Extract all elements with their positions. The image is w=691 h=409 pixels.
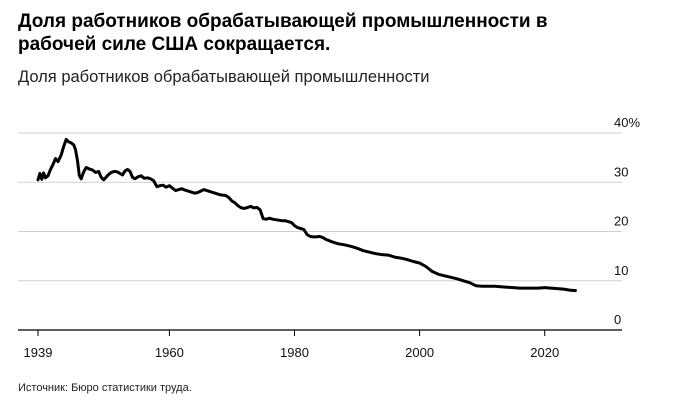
x-tick-label: 1939 — [24, 345, 53, 360]
series-layer — [36, 137, 577, 293]
y-tick-label: 40% — [614, 115, 640, 130]
x-tick-label: 1980 — [280, 345, 309, 360]
x-tick-label: 1960 — [155, 345, 184, 360]
y-tick-label: 30 — [614, 164, 628, 179]
chart-subtitle: Доля работников обрабатывающей промышлен… — [18, 68, 430, 86]
x-tick-label: 2020 — [530, 345, 559, 360]
x-axis: 1939 1960 1980 2000 2020 — [18, 329, 622, 360]
source-note: Источник: Бюро статистики труда. — [18, 382, 192, 394]
y-axis-labels: 0 10 20 30 40% — [614, 115, 640, 327]
series-line-0 — [36, 137, 577, 293]
y-tick-label: 20 — [614, 214, 628, 229]
chart-title: Доля работников обрабатывающей промышлен… — [18, 11, 548, 55]
grid-lines — [18, 132, 622, 282]
y-tick-label: 10 — [614, 263, 628, 278]
y-tick-label: 0 — [614, 312, 621, 327]
x-tick-label: 2000 — [405, 345, 434, 360]
